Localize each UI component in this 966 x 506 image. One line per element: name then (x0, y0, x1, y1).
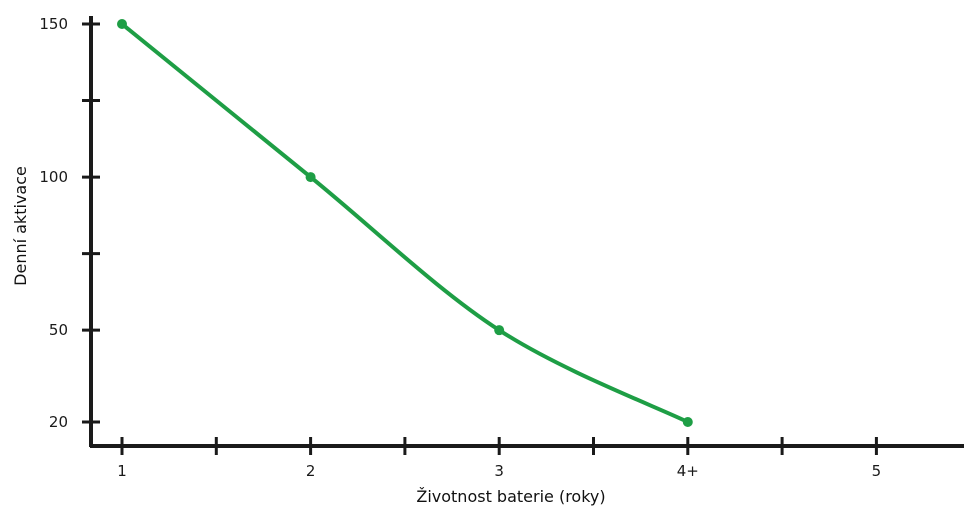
axes (82, 16, 964, 455)
x-tick-label: 2 (306, 462, 316, 480)
y-tick-label: 150 (39, 15, 68, 33)
data-point (117, 19, 127, 29)
x-axis-title: Životnost baterie (roky) (416, 487, 605, 506)
y-axis-title: Denní aktivace (11, 166, 30, 286)
x-tick-label: 5 (872, 462, 882, 480)
x-tick-label: 1 (117, 462, 127, 480)
data-point (682, 417, 693, 427)
series-layer (117, 19, 693, 427)
data-point (305, 172, 316, 183)
data-point (494, 325, 505, 336)
y-tick-label: 20 (49, 413, 68, 431)
tick-labels: 20 50 100 150 1 2 3 4+ 5 (39, 15, 881, 480)
y-tick-label: 100 (39, 168, 68, 186)
x-tick-label: 3 (494, 462, 504, 480)
series-line (120, 22, 690, 424)
x-tick-label: 4+ (677, 462, 699, 480)
y-tick-label: 50 (49, 321, 68, 339)
